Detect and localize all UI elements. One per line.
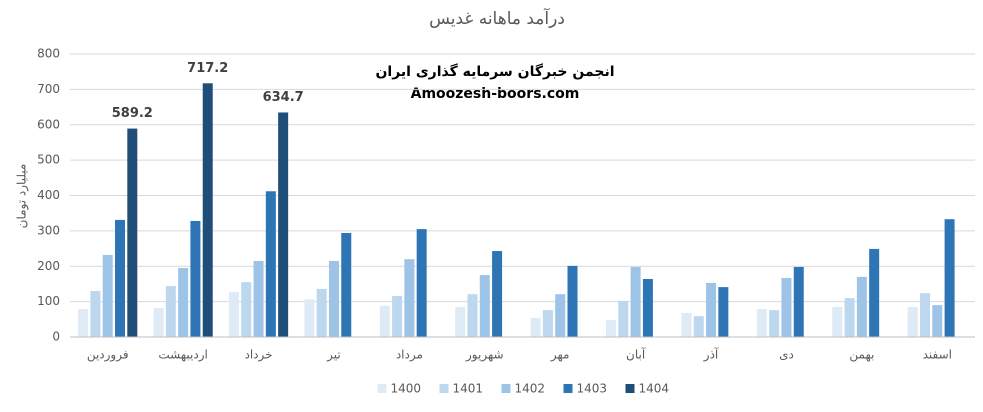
bar [618, 300, 629, 337]
y-tick-label: 300 [37, 223, 60, 237]
bar [316, 288, 327, 337]
bar [492, 251, 503, 337]
y-tick-label: 600 [37, 117, 60, 131]
bar [127, 128, 138, 337]
data-label: 717.2 [187, 61, 228, 76]
bar [241, 282, 252, 337]
legend-label: 1403 [577, 382, 608, 396]
x-tick-label: آذر [703, 347, 719, 363]
x-tick-label: آبان [626, 347, 646, 362]
bar [706, 282, 717, 337]
bar [567, 265, 578, 337]
legend-label: 1402 [515, 382, 546, 396]
bar [907, 306, 918, 337]
bar [392, 295, 403, 337]
bar [304, 299, 315, 337]
y-tick-label: 400 [37, 188, 60, 202]
bar [253, 260, 264, 337]
legend-swatch [563, 384, 573, 393]
legend-label: 1400 [391, 382, 422, 396]
y-axis-label: میلیارد تومان [15, 164, 30, 229]
x-tick-label: بهمن [849, 348, 874, 363]
annotation: Amoozesh-boors.com [411, 86, 580, 102]
legend-swatch [377, 384, 387, 393]
bar [265, 191, 276, 337]
data-label: 589.2 [112, 106, 153, 121]
data-label: 634.7 [263, 90, 304, 105]
bar [769, 310, 780, 337]
y-tick-label: 0 [52, 330, 60, 344]
bar [479, 275, 490, 337]
x-tick-label: دی [779, 348, 794, 362]
y-tick-label: 500 [37, 153, 60, 167]
bar [202, 83, 213, 337]
bar [681, 312, 692, 337]
bar [153, 307, 164, 337]
legend-label: 1404 [639, 382, 670, 396]
bar [278, 112, 289, 337]
bar [467, 294, 478, 337]
x-tick-label: اسفند [923, 348, 952, 362]
bar [102, 254, 113, 337]
legend-label: 1401 [453, 382, 484, 396]
x-tick-label: فروردین [87, 348, 129, 363]
y-tick-label: 700 [37, 82, 60, 96]
x-tick-label: اردیبهشت [158, 348, 207, 363]
x-tick-label: مهر [550, 348, 570, 363]
bar [165, 286, 176, 337]
x-tick-label: شهریور [465, 348, 504, 363]
x-tick-label: مرداد [396, 348, 423, 363]
y-tick-label: 100 [37, 294, 60, 308]
bar [693, 316, 704, 337]
bar [642, 278, 653, 337]
bar [944, 219, 955, 337]
bar [78, 309, 89, 337]
bar [178, 268, 189, 337]
bar [404, 259, 415, 337]
bar [630, 266, 641, 337]
bar [932, 305, 943, 337]
chart-title: درآمد ماهانه غدیس [429, 7, 565, 29]
bar [341, 232, 352, 337]
bar [328, 260, 339, 337]
bar [869, 248, 880, 337]
bar [844, 298, 855, 337]
bar [856, 276, 867, 337]
bar [756, 309, 767, 337]
bar [379, 305, 390, 337]
bar [555, 294, 566, 337]
bar [919, 293, 930, 337]
y-tick-label: 800 [37, 47, 60, 61]
bar [228, 292, 239, 337]
bar [115, 219, 126, 337]
bar [416, 229, 427, 337]
legend-swatch [439, 384, 449, 393]
annotation: انجمن خبرگان سرمایه گذاری ایران [375, 63, 614, 80]
bar [793, 266, 804, 337]
bar [190, 220, 201, 337]
bar [542, 310, 553, 337]
x-tick-label: خرداد [245, 348, 273, 363]
bar [530, 317, 541, 337]
legend-swatch [625, 384, 635, 393]
bar [606, 320, 617, 337]
bar [455, 306, 466, 337]
x-tick-label: تیر [326, 348, 341, 363]
bar [781, 277, 792, 337]
bar [718, 287, 729, 337]
y-tick-label: 200 [37, 259, 60, 273]
bar [832, 306, 843, 337]
bar [90, 291, 101, 337]
legend-swatch [501, 384, 511, 393]
